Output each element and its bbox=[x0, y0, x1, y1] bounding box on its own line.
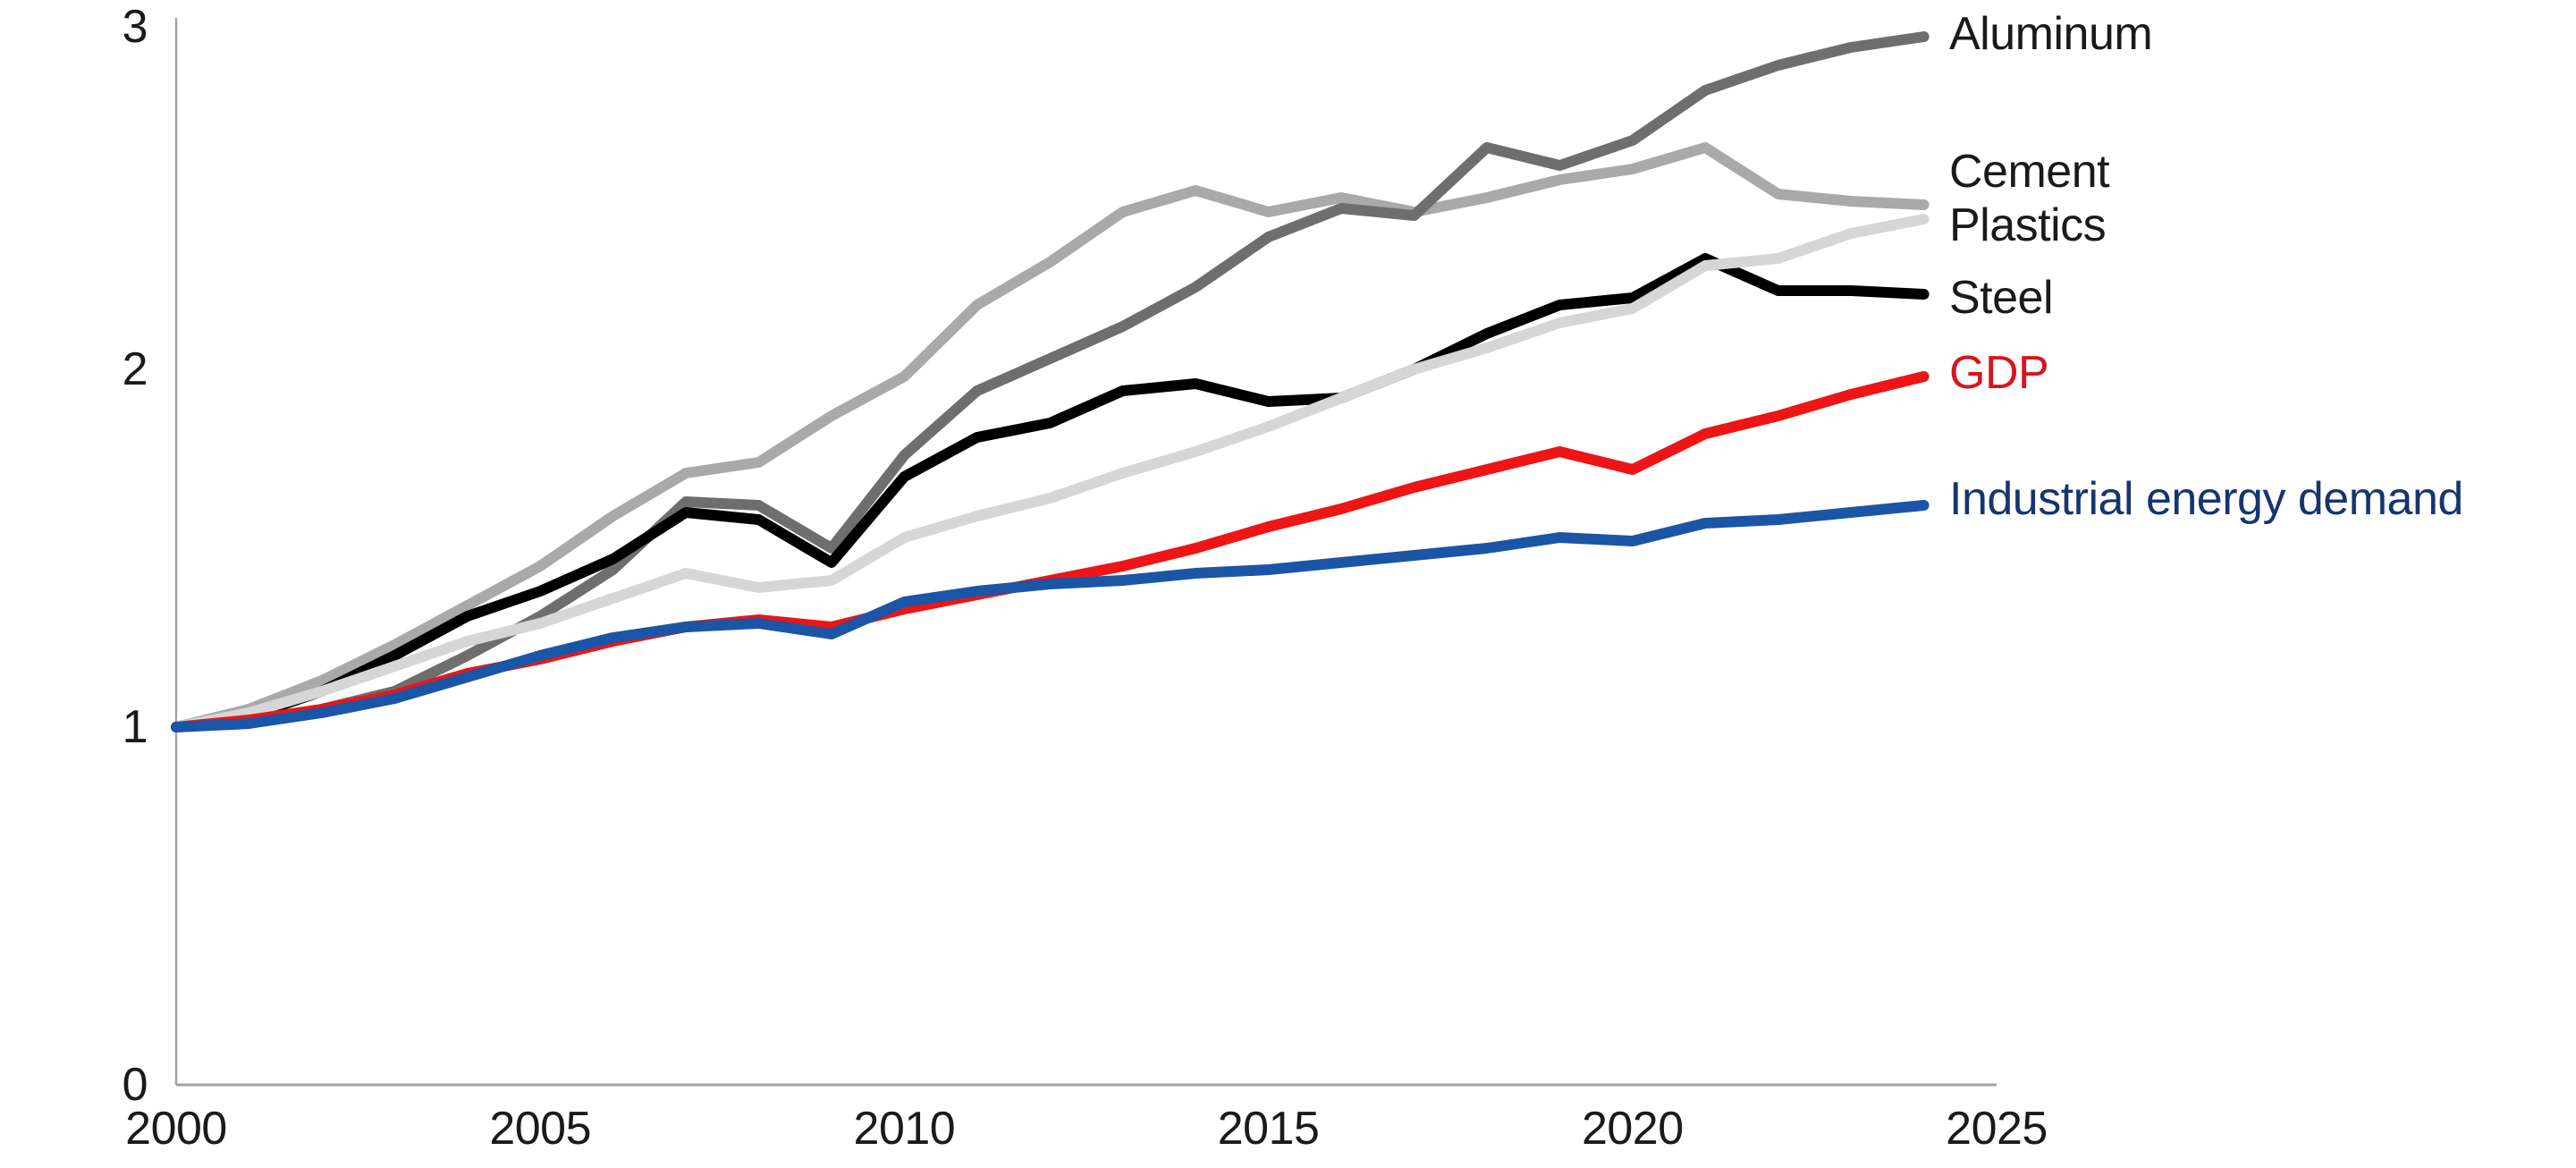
x-tick-label-2015: 2015 bbox=[1218, 1103, 1320, 1155]
y-tick-label-3: 3 bbox=[122, 1, 148, 53]
series-label-industrial-energy-demand: Industrial energy demand bbox=[1949, 473, 2463, 525]
series-line-aluminum bbox=[171, 31, 1930, 732]
series-line-industrial-energy-demand bbox=[171, 500, 1930, 732]
x-tick-label-2010: 2010 bbox=[854, 1103, 956, 1155]
y-tick-label-0: 0 bbox=[122, 1059, 148, 1111]
x-tick-label-2025: 2025 bbox=[1946, 1103, 2048, 1155]
y-tick-label-1: 1 bbox=[122, 701, 148, 753]
x-tick-label-2020: 2020 bbox=[1582, 1103, 1684, 1155]
series-label-plastics: Plastics bbox=[1949, 199, 2106, 251]
x-tick-label-2005: 2005 bbox=[489, 1103, 591, 1155]
series-line-steel bbox=[171, 253, 1930, 732]
series-label-aluminum: Aluminum bbox=[1949, 8, 2152, 60]
x-tick-label-2000: 2000 bbox=[125, 1103, 227, 1155]
y-tick-label-2: 2 bbox=[122, 343, 148, 395]
series-label-cement: Cement bbox=[1949, 146, 2110, 198]
series-label-gdp: GDP bbox=[1949, 347, 2048, 399]
series-label-steel: Steel bbox=[1949, 272, 2053, 324]
series-line-plastics bbox=[171, 214, 1930, 732]
series-line-cement bbox=[171, 142, 1930, 732]
